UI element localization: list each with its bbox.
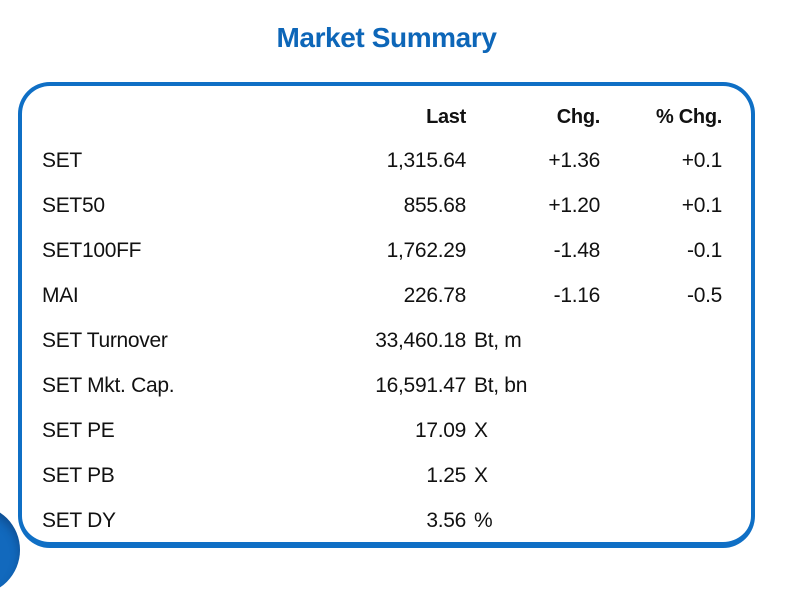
unit-label: X	[474, 463, 488, 487]
column-header-last: Last	[426, 105, 466, 128]
last-number: 3.56	[426, 508, 466, 532]
row-set-pb: SET PB 1.25 X	[42, 453, 751, 498]
last-value: 33,460.18 Bt, m	[248, 328, 522, 353]
row-set-dy: SET DY 3.56%	[42, 498, 751, 543]
pct-chg-value: -0.1	[687, 238, 722, 262]
pct-chg-value: +0.1	[681, 148, 723, 172]
last-number: 1,762.29	[386, 238, 467, 262]
decorative-circle	[0, 505, 20, 595]
last-value: 855.68	[248, 193, 467, 218]
last-value: 3.56%	[248, 508, 492, 533]
row-set-turnover: SET Turnover 33,460.18 Bt, m	[42, 318, 751, 363]
last-value: 1.25 X	[248, 463, 488, 488]
row-label: SET	[42, 148, 82, 172]
row-label: MAI	[42, 283, 79, 307]
column-header-chg: Chg.	[556, 105, 601, 128]
last-number: 16,591.47	[375, 373, 466, 397]
last-value: 1,315.64	[248, 148, 467, 173]
market-summary-card: Last Chg. % Chg. SET 1,315.64 +1.36 +0.1…	[18, 82, 755, 548]
last-number: 226.78	[403, 283, 467, 307]
row-label: SET Mkt. Cap.	[42, 373, 175, 397]
row-label: SET DY	[42, 508, 116, 532]
last-value: 17.09 X	[248, 418, 488, 443]
chg-value: +1.36	[548, 148, 600, 172]
row-set-mkt-cap: SET Mkt. Cap. 16,591.47 Bt, bn	[42, 363, 751, 408]
row-label: SET Turnover	[42, 328, 168, 352]
row-set: SET 1,315.64 +1.36 +0.1	[42, 138, 751, 183]
row-label: SET PB	[42, 463, 115, 487]
row-set50: SET50 855.68 +1.20 +0.1	[42, 183, 751, 228]
last-number: 1.25	[426, 463, 466, 487]
last-value: 16,591.47 Bt, bn	[248, 373, 527, 398]
unit-label: Bt, bn	[474, 373, 528, 397]
chg-value: -1.48	[553, 238, 601, 262]
column-header-pct-chg: % Chg.	[656, 105, 722, 128]
row-set100ff: SET100FF 1,762.29 -1.48 -0.1	[42, 228, 751, 273]
last-number: 33,460.18	[375, 328, 466, 352]
page: { "title": "Market Summary", "colors": {…	[0, 22, 755, 595]
last-value: 1,762.29	[248, 238, 467, 263]
pct-chg-value: +0.1	[681, 193, 723, 217]
pct-chg-value: -0.5	[687, 283, 722, 307]
row-set-pe: SET PE 17.09 X	[42, 408, 751, 453]
chg-value: +1.20	[548, 193, 600, 217]
unit-label: Bt, m	[474, 328, 522, 352]
unit-label: X	[474, 418, 488, 442]
chg-value: -1.16	[553, 283, 601, 307]
row-label: SET PE	[42, 418, 115, 442]
last-number: 1,315.64	[386, 148, 467, 172]
row-label: SET100FF	[42, 238, 142, 262]
row-mai: MAI 226.78 -1.16 -0.5	[42, 273, 751, 318]
last-number: 17.09	[414, 418, 466, 442]
unit-label: %	[474, 508, 493, 532]
page-title: Market Summary	[276, 22, 497, 53]
last-number: 855.68	[403, 193, 467, 217]
last-value: 226.78	[248, 283, 467, 308]
table-header-row: Last Chg. % Chg.	[42, 96, 751, 138]
row-label: SET50	[42, 193, 105, 217]
